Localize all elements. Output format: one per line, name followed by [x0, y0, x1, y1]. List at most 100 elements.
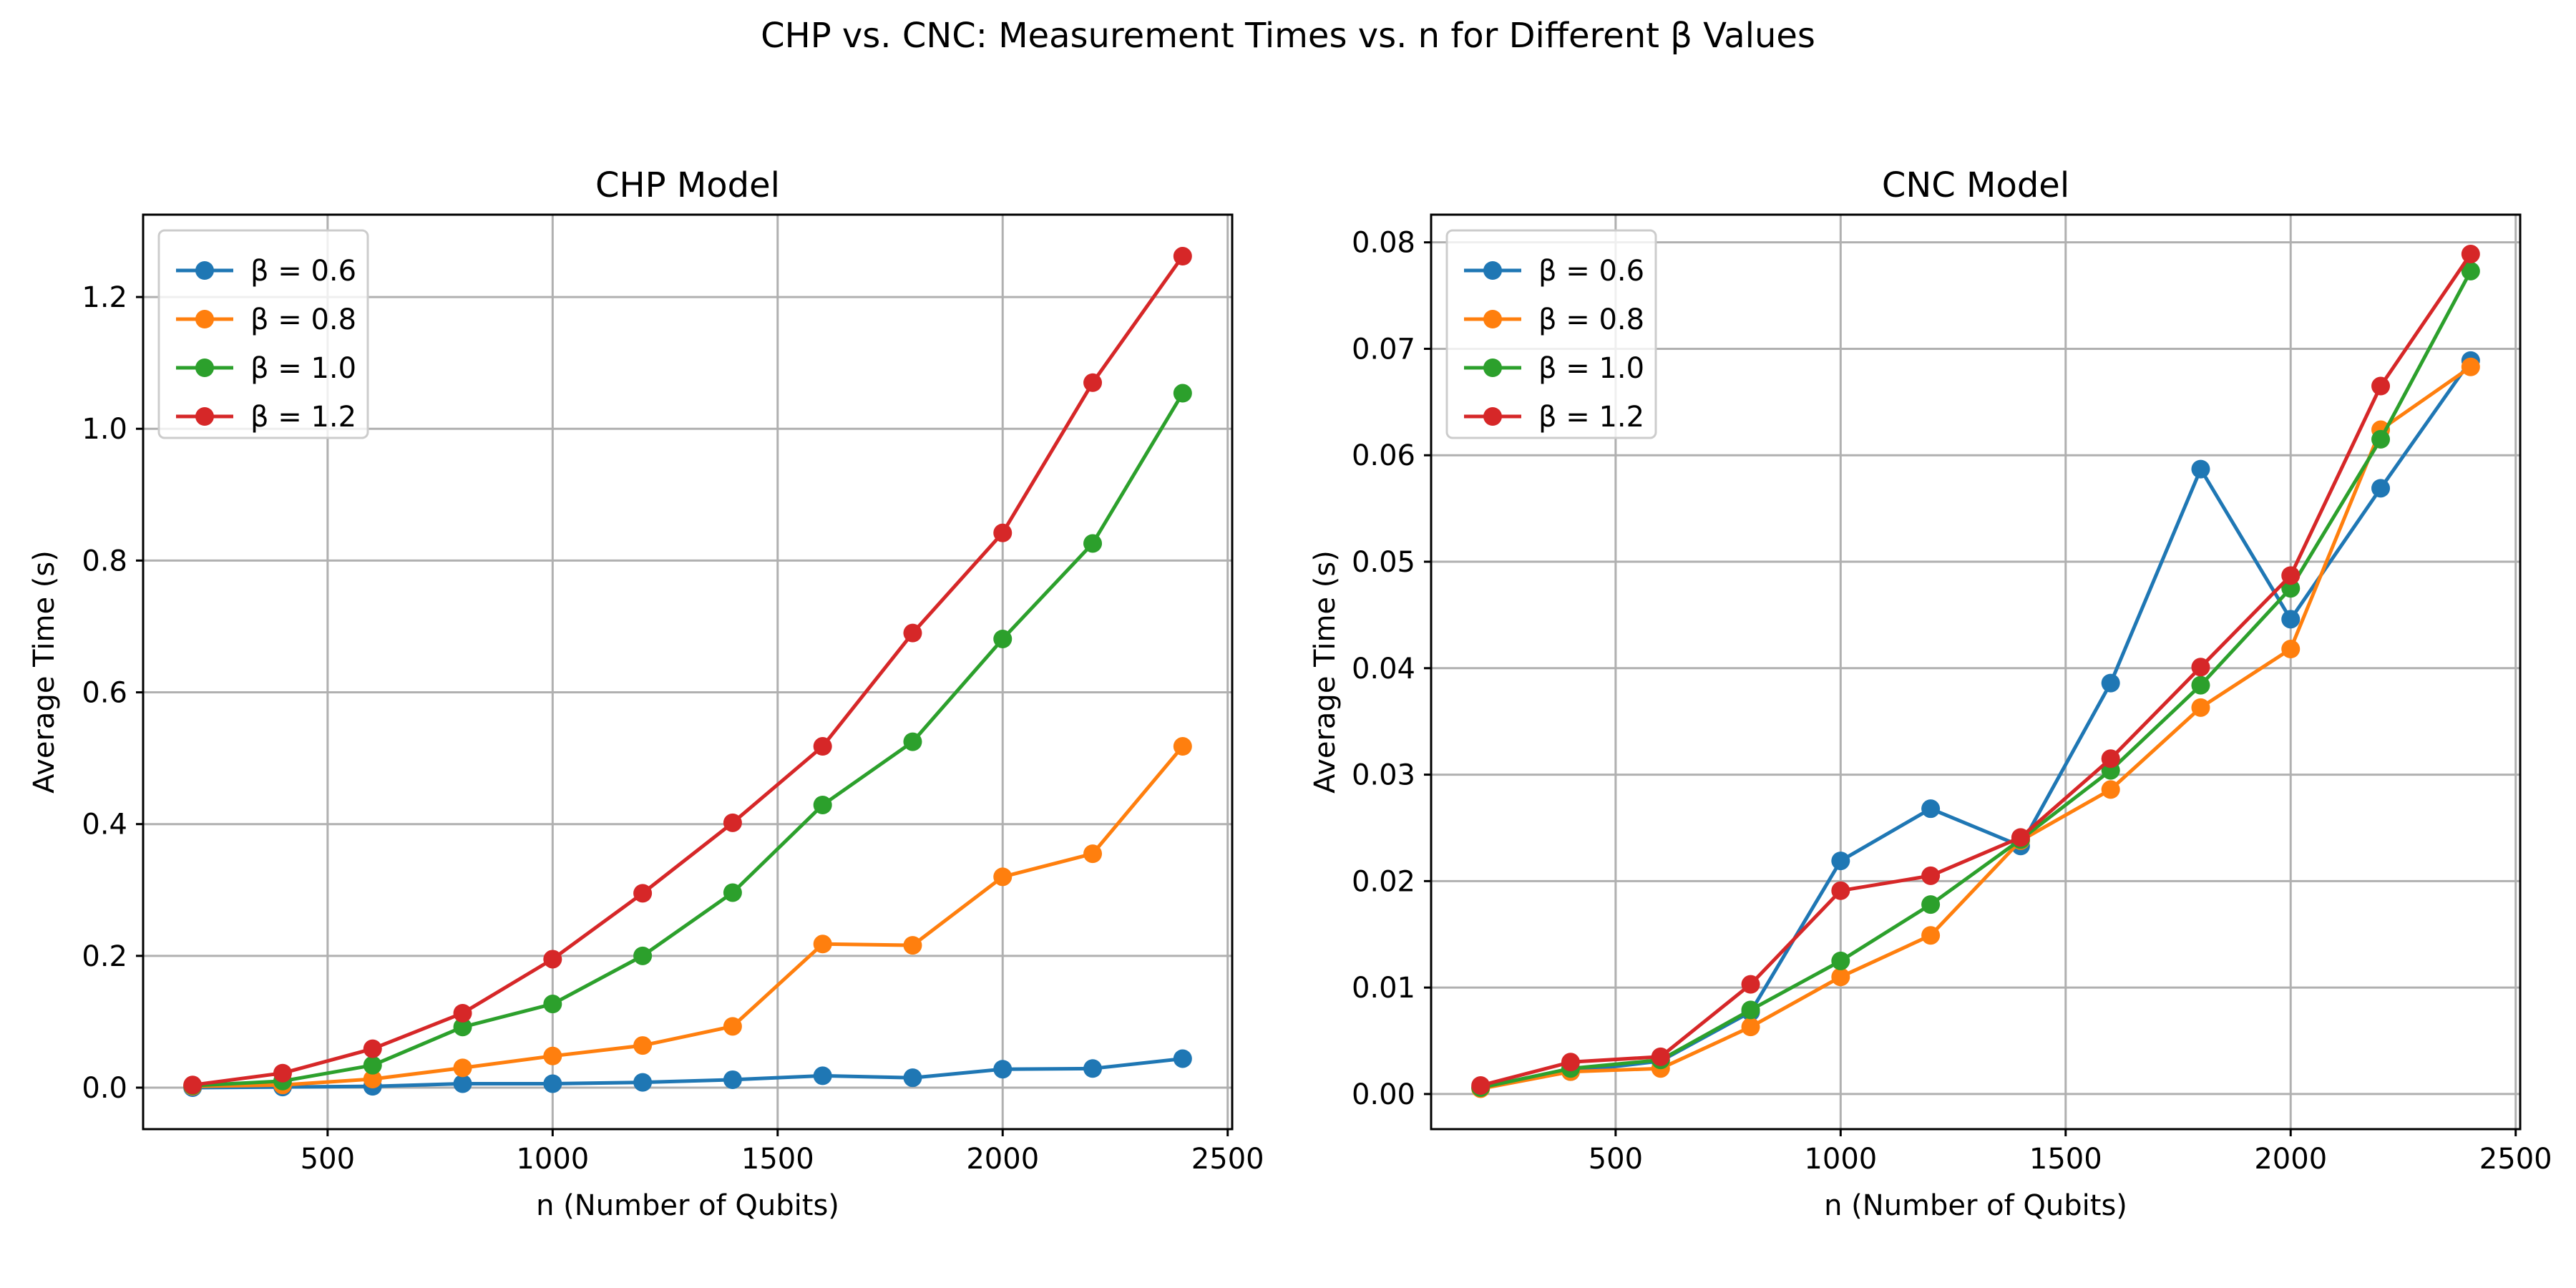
data-point	[1173, 1049, 1192, 1068]
data-point	[1831, 951, 1850, 970]
series-group	[183, 247, 1192, 1097]
data-point	[2281, 579, 2301, 598]
legend-label: β = 0.6	[250, 255, 356, 288]
data-point	[1561, 1053, 1580, 1072]
data-point	[723, 883, 742, 902]
legend-label: β = 0.6	[1538, 255, 1644, 288]
figure-title: CHP vs. CNC: Measurement Times vs. n for…	[761, 16, 1815, 56]
y-tick-label: 0.07	[1352, 333, 1415, 366]
data-point	[2101, 780, 2120, 799]
data-point	[1083, 373, 1103, 392]
x-tick-label: 1500	[2029, 1143, 2102, 1176]
data-point	[993, 867, 1013, 887]
legend-label: β = 0.8	[1538, 303, 1644, 336]
data-point	[1921, 799, 1941, 819]
data-point	[813, 795, 832, 814]
data-point	[2461, 357, 2480, 376]
data-point	[723, 1070, 742, 1089]
legend-swatch-marker	[1483, 261, 1502, 280]
data-point	[1741, 975, 1760, 994]
series-group	[1471, 245, 2480, 1098]
data-point	[1921, 926, 1941, 945]
series-line-4	[1480, 253, 2472, 1088]
data-point	[2191, 459, 2210, 479]
data-point	[903, 1068, 922, 1088]
data-point	[813, 935, 832, 954]
axis-ticks: 500 1000 1500 2000 2500 0.00 0.01 0.02 0.03 0.04 0…	[1352, 227, 2552, 1176]
y-tick-label: 0.03	[1352, 759, 1415, 792]
legend-swatch-marker	[1483, 310, 1502, 328]
data-point	[453, 1058, 472, 1078]
subplot-2: 500 1000 1500 2000 2500 0.00 0.01 0.02 0.03 0.04 0…	[1309, 165, 2552, 1222]
axis-ticks: 500 1000 1500 2000 2500 0.0 0.2 0.4 0.6 0.8 1.0 1.2	[82, 281, 1264, 1176]
y-tick-label: 1.0	[82, 413, 127, 446]
data-point	[2281, 610, 2301, 629]
y-tick-label: 0.06	[1352, 439, 1415, 472]
y-tick-label: 0.01	[1352, 972, 1415, 1005]
legend-label: β = 1.2	[1538, 401, 1644, 434]
data-point	[1083, 534, 1103, 553]
data-point	[903, 623, 922, 643]
data-point	[993, 1060, 1013, 1079]
data-point	[363, 1055, 382, 1075]
y-tick-label: 0.6	[82, 677, 127, 710]
legend-swatch-marker	[1483, 358, 1502, 377]
x-tick-label: 1000	[516, 1143, 589, 1176]
data-point	[1831, 967, 1850, 987]
legend: β = 0.6 β = 0.8 β = 1.0 β = 1.2	[157, 229, 369, 439]
data-point	[723, 813, 742, 832]
plot-frame	[142, 213, 1234, 1131]
y-tick-label: 0.00	[1352, 1078, 1415, 1111]
data-point	[2011, 828, 2030, 847]
legend-label: β = 0.8	[250, 303, 356, 336]
data-point	[903, 936, 922, 955]
y-axis-label: Average Time (s)	[28, 550, 61, 794]
plot-frame	[1430, 213, 2522, 1131]
data-point	[453, 1003, 472, 1023]
data-point	[2101, 673, 2120, 693]
data-point	[2281, 566, 2301, 585]
data-point	[2461, 245, 2480, 264]
y-tick-label: 0.0	[82, 1072, 127, 1105]
y-tick-label: 0.2	[82, 940, 127, 973]
y-tick-label: 0.04	[1352, 653, 1415, 686]
data-point	[1651, 1047, 1670, 1066]
y-tick-label: 0.08	[1352, 227, 1415, 260]
x-tick-label: 500	[1589, 1143, 1643, 1176]
data-point	[2371, 479, 2391, 498]
legend-swatch-marker	[195, 261, 214, 280]
data-point	[633, 1073, 653, 1092]
data-point	[2101, 749, 2120, 769]
legend-label: β = 1.0	[1538, 352, 1644, 385]
series-line-2	[192, 745, 1184, 1088]
x-tick-label: 1500	[741, 1143, 814, 1176]
data-point	[543, 1074, 562, 1093]
series-line-2	[1480, 365, 2472, 1091]
data-point	[1921, 895, 1941, 914]
y-axis-label: Average Time (s)	[1309, 550, 1342, 794]
data-point	[993, 523, 1013, 542]
series-line-3	[1480, 270, 2473, 1090]
data-point	[2371, 429, 2391, 449]
data-point	[1741, 1000, 1760, 1020]
data-point	[903, 732, 922, 751]
data-point	[1741, 1018, 1760, 1037]
y-tick-label: 0.8	[82, 545, 127, 577]
y-tick-label: 0.4	[82, 809, 127, 841]
data-point	[2191, 675, 2210, 695]
series-line-4	[192, 255, 1184, 1087]
legend-swatch-marker	[1483, 407, 1502, 426]
data-point	[363, 1039, 382, 1058]
data-point	[543, 1046, 562, 1065]
data-point	[1173, 247, 1192, 266]
subplot-title: CHP Model	[595, 165, 780, 205]
series-line-3	[192, 392, 1184, 1088]
series-line-1	[192, 1057, 1184, 1090]
data-point	[2371, 376, 2391, 396]
legend-box	[1445, 229, 1657, 439]
data-point	[633, 946, 653, 965]
subplot-1: 500 1000 1500 2000 2500 0.0 0.2 0.4 0.6 0.8 1.0 1.2…	[28, 165, 1264, 1222]
data-point	[1921, 866, 1941, 885]
legend-box	[157, 229, 369, 439]
